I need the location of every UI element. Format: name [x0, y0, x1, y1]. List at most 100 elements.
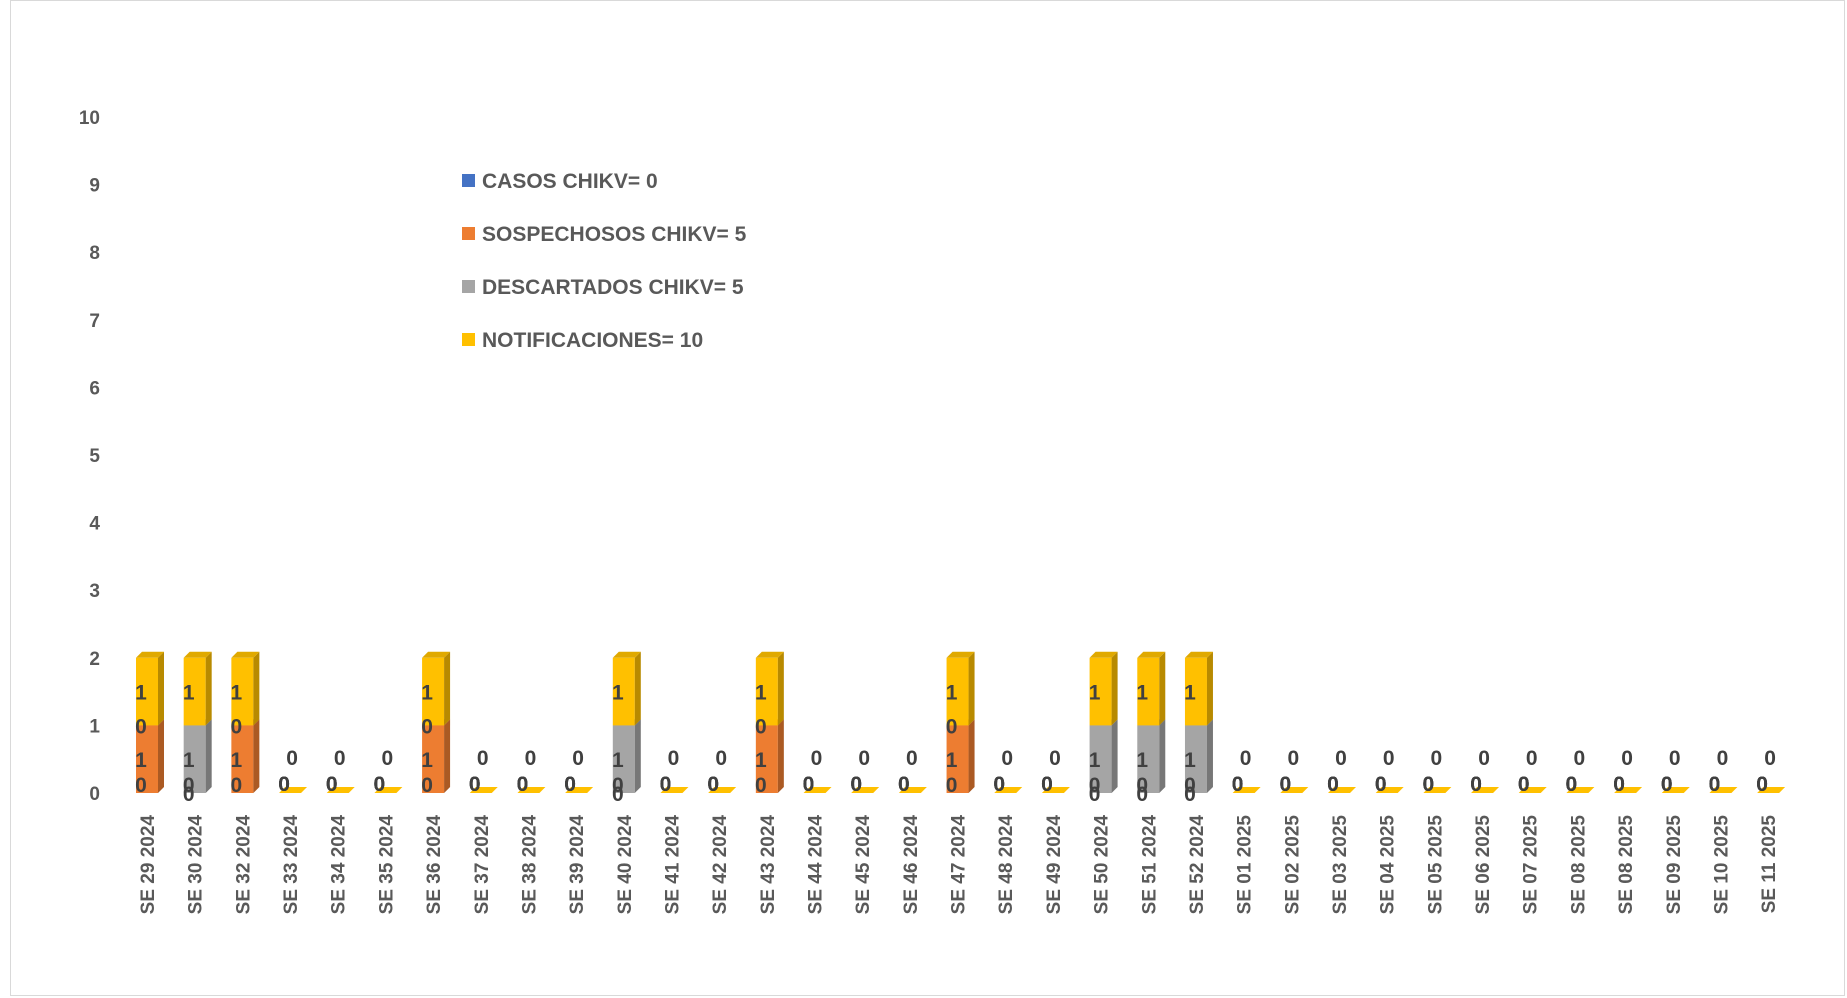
chart-frame — [10, 0, 1845, 996]
data-label: 0 — [1287, 747, 1299, 770]
x-category-label: SE 08 2025 — [1568, 815, 1589, 915]
data-label: 0 — [1232, 773, 1244, 796]
bar-segment — [755, 657, 778, 726]
bar-zero-plate — [851, 787, 880, 793]
data-label: 0 — [1613, 773, 1625, 796]
y-tick-label: 3 — [89, 581, 100, 602]
data-label: 0 — [1756, 773, 1768, 796]
data-label: 0 — [811, 747, 823, 770]
x-category-label: SE 40 2024 — [615, 815, 636, 915]
data-label: 0 — [1709, 773, 1721, 796]
bar-segment-side — [205, 719, 212, 793]
bar-segment — [946, 657, 969, 726]
legend-label: NOTIFICACIONES= 10 — [482, 329, 703, 352]
data-label: 0 — [183, 774, 195, 797]
data-label: 1 — [1184, 682, 1196, 705]
data-label: 0 — [469, 773, 481, 796]
bar-segment-side — [205, 651, 212, 726]
bar-segment-top — [1184, 651, 1213, 658]
x-category-label: SE 05 2025 — [1425, 815, 1446, 915]
bar-segment-side — [1111, 719, 1118, 793]
data-label: 0 — [1613, 773, 1625, 796]
legend-swatch — [462, 174, 475, 187]
bar-zero-plate — [279, 787, 308, 793]
data-label: 0 — [135, 774, 147, 797]
data-label: 0 — [564, 773, 576, 796]
bar-segment-top — [755, 651, 784, 658]
data-labels-group: 0101001101010000000000000101000000000000… — [135, 682, 1776, 806]
data-label: 1 — [231, 749, 243, 772]
x-category-label: SE 47 2024 — [949, 815, 970, 915]
data-label: 0 — [1041, 773, 1053, 796]
data-label: 0 — [1232, 773, 1244, 796]
bar-segment-side — [777, 651, 784, 726]
x-category-label: SE 06 2025 — [1473, 815, 1494, 915]
y-tick-label: 0 — [89, 784, 100, 805]
bar-segment — [231, 657, 254, 726]
data-label: 1 — [612, 682, 624, 705]
data-label: 0 — [231, 715, 243, 738]
y-tick-label: 2 — [89, 649, 100, 670]
bar-segment-top — [1137, 651, 1166, 658]
data-label: 0 — [1423, 773, 1435, 796]
y-tick-label: 9 — [89, 176, 100, 197]
x-category-label: SE 30 2024 — [186, 815, 207, 915]
data-label: 0 — [421, 774, 433, 797]
data-label: 0 — [1566, 773, 1578, 796]
bar-segment-side — [777, 719, 784, 793]
x-category-label: SE 38 2024 — [519, 815, 540, 915]
bar-zero-plate — [374, 787, 403, 793]
bar-segment-top — [422, 651, 451, 658]
bar-segment-side — [1206, 651, 1213, 726]
data-label: 0 — [564, 773, 576, 796]
data-label: 0 — [1335, 747, 1347, 770]
data-label: 0 — [1279, 773, 1291, 796]
data-label: 1 — [755, 749, 767, 772]
bar-segment — [1137, 725, 1160, 793]
data-label: 0 — [898, 773, 910, 796]
bar-zero-plate — [326, 787, 355, 793]
x-category-label: SE 37 2024 — [472, 815, 493, 915]
bar-zero-plate — [1518, 787, 1547, 793]
y-tick-label: 5 — [89, 446, 100, 467]
y-tick-label: 6 — [89, 378, 100, 399]
data-label: 0 — [660, 773, 672, 796]
data-label: 0 — [1041, 773, 1053, 796]
data-label: 1 — [1089, 749, 1101, 772]
x-category-label: SE 04 2025 — [1378, 815, 1399, 915]
bar-segment — [612, 725, 635, 793]
y-tick-label: 10 — [79, 108, 100, 129]
data-label: 0 — [1470, 773, 1482, 796]
bar-zero-plate — [1471, 787, 1500, 793]
data-label: 0 — [382, 747, 394, 770]
x-category-label: SE 52 2024 — [1187, 815, 1208, 915]
data-label: 0 — [1669, 747, 1681, 770]
x-category-label: SE 41 2024 — [662, 815, 683, 915]
data-label: 0 — [715, 747, 727, 770]
data-label: 0 — [1470, 773, 1482, 796]
data-label: 0 — [850, 773, 862, 796]
data-label: 0 — [803, 773, 815, 796]
bar-segment — [755, 725, 778, 793]
legend-swatch — [462, 333, 475, 346]
bar-segment-side — [253, 719, 260, 793]
bar-segment — [612, 657, 635, 726]
legend-label: SOSPECHOSOS CHIKV= 5 — [482, 223, 747, 246]
x-category-label: SE 39 2024 — [567, 815, 588, 915]
data-label: 0 — [1661, 773, 1673, 796]
data-label: 0 — [707, 773, 719, 796]
legend-label: CASOS CHIKV= 0 — [482, 170, 658, 193]
data-label: 0 — [278, 773, 290, 796]
data-label: 1 — [1184, 749, 1196, 772]
y-tick-label: 8 — [89, 243, 100, 264]
data-label: 0 — [1375, 773, 1387, 796]
data-label: 0 — [946, 774, 958, 797]
data-label: 0 — [1089, 774, 1101, 797]
x-category-label: SE 36 2024 — [424, 815, 445, 915]
data-label: 0 — [993, 773, 1005, 796]
bar-segment-side — [1111, 651, 1118, 726]
data-label: 0 — [755, 715, 767, 738]
x-category-label: SE 50 2024 — [1092, 815, 1113, 915]
data-label: 0 — [1621, 747, 1633, 770]
bar-segment — [1137, 657, 1160, 726]
